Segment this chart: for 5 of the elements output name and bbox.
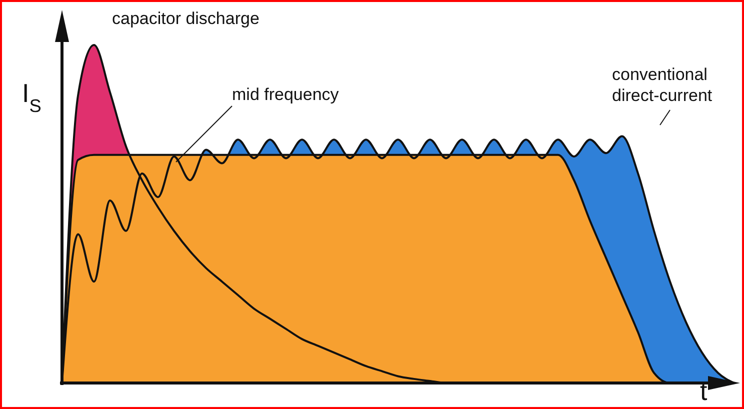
- x-axis-title: t: [700, 376, 708, 406]
- text: mid frequency: [232, 85, 340, 104]
- series-label: capacitor discharge: [112, 9, 260, 28]
- series-label: conventional direct-current: [612, 65, 712, 105]
- y-axis-title: I$_{S}$: [22, 78, 42, 116]
